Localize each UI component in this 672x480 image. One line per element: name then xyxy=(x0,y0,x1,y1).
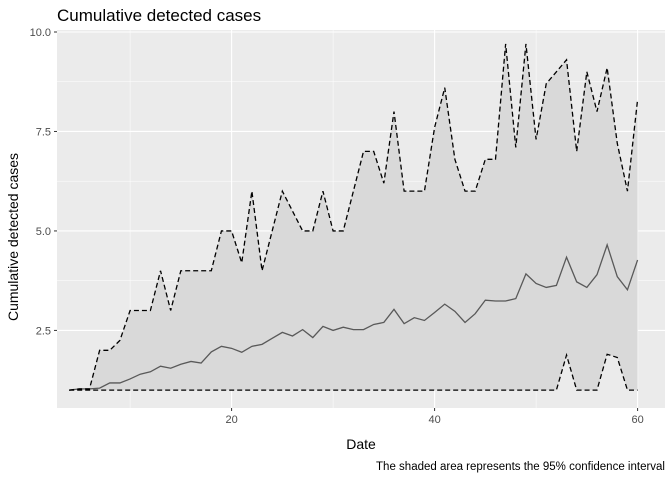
y-tick-label: 2.5 xyxy=(36,325,51,337)
x-tick-label: 60 xyxy=(631,414,643,426)
y-axis-title: Cumulative detected cases xyxy=(5,153,21,321)
x-tick-label: 20 xyxy=(225,414,237,426)
confidence-ribbon xyxy=(69,43,638,391)
x-tick-label: 40 xyxy=(428,414,440,426)
x-axis: 20 40 60 xyxy=(225,408,644,426)
series-line-lower-bound xyxy=(69,352,638,391)
chart-caption: The shaded area represents the 95% confi… xyxy=(376,461,665,473)
series-line-mean xyxy=(69,242,639,391)
y-tick-label: 10.0 xyxy=(30,27,51,39)
series-lines xyxy=(69,43,639,391)
y-tick-label: 7.5 xyxy=(36,126,51,138)
x-axis-title: Date xyxy=(346,436,376,452)
y-tick-label: 5.0 xyxy=(36,226,51,238)
series-line-upper-bound xyxy=(69,43,639,391)
y-axis: 2.5 5.0 7.5 10.0 xyxy=(30,27,57,337)
chart-title: Cumulative detected cases xyxy=(57,6,261,25)
